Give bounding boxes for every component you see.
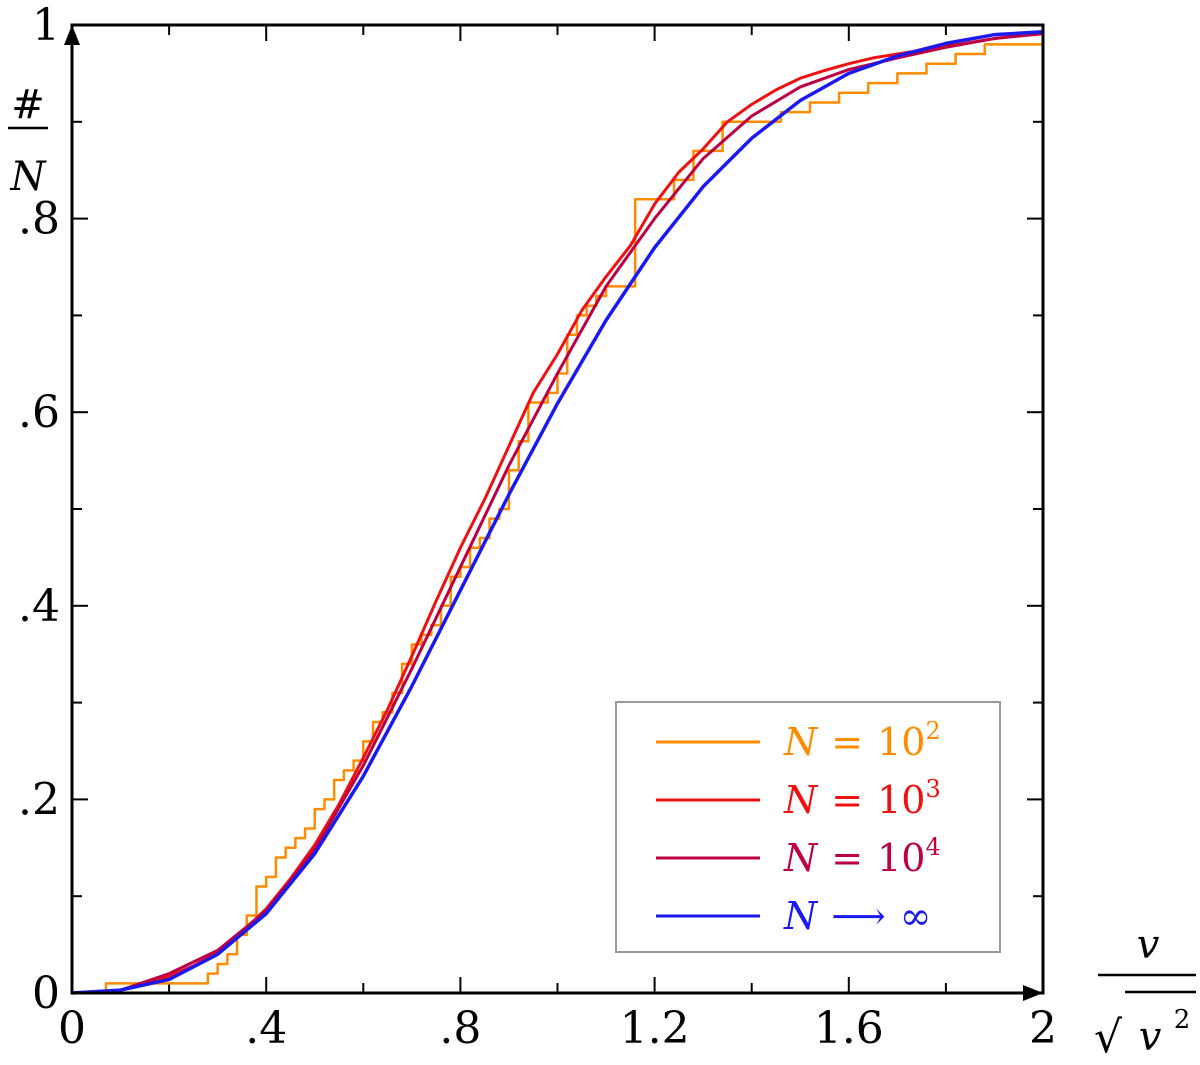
y-axis-label-denominator: N (10, 154, 48, 200)
x-axis-label-numerator: v (1137, 922, 1160, 968)
legend-operator: = (831, 836, 863, 880)
legend-value: 10 (877, 720, 925, 764)
x-tick-label: 1.2 (620, 1003, 690, 1054)
x-tick-label: .8 (439, 1003, 481, 1054)
legend-exponent: 3 (925, 775, 940, 803)
legend-exponent: 4 (925, 833, 940, 861)
legend-entry: N = 102 (656, 717, 941, 764)
y-tick-label: 1 (32, 0, 60, 51)
x-tick-label: 1.6 (814, 1003, 884, 1054)
x-tick-label: 2 (1029, 1003, 1057, 1054)
plot-frame (70, 23, 1045, 995)
series-line (71, 30, 1044, 995)
legend-operator: = (831, 778, 863, 822)
y-tick-label: .2 (18, 774, 60, 825)
legend-label: N = 102 (783, 717, 941, 764)
legend-operator: ⟶ (831, 894, 885, 938)
y-tick-label: .4 (18, 581, 60, 632)
tick-labels-layer: 0 .4 .8 1.2 1.6 2 0 .2 .4 .6 .8 1 (18, 0, 1057, 1054)
y-axis-label-numerator: # (11, 82, 45, 128)
legend-symbol: N (783, 778, 819, 822)
x-tick-label: .4 (245, 1003, 287, 1054)
x-axis-label-denominator-sup: 2 (1174, 1005, 1191, 1035)
y-axis-arrow (64, 25, 80, 45)
y-tick-label: .8 (18, 194, 60, 245)
legend-value: 10 (877, 778, 925, 822)
legend-symbol: N (783, 720, 819, 764)
x-axis-label-radical: √ (1094, 1012, 1123, 1063)
legend-value: ∞ (900, 894, 932, 938)
x-tick-label: 0 (58, 1003, 86, 1054)
legend-operator: = (831, 720, 863, 764)
legend-symbol: N (783, 894, 819, 938)
series-layer (71, 30, 1045, 995)
legend-label: N = 104 (783, 833, 941, 880)
legend-entry: N ⟶ ∞ (656, 894, 931, 938)
y-tick-label: .6 (18, 387, 60, 438)
legend-entry: N = 104 (656, 833, 941, 880)
legend-exponent: 2 (925, 717, 940, 745)
legend-symbol: N (783, 836, 819, 880)
legend-box (615, 701, 1001, 953)
x-axis-label-denominator: v (1139, 1014, 1162, 1060)
x-axis-arrow (1023, 985, 1043, 1001)
axis-arrows (64, 25, 1043, 1001)
legend-label: N = 103 (783, 775, 941, 822)
legend-value: 10 (877, 836, 925, 880)
y-tick-label: 0 (32, 968, 60, 1019)
x-axis-label: v √ v 2 (1094, 922, 1196, 1063)
legend-label: N ⟶ ∞ (783, 894, 931, 938)
legend-entry: N = 103 (656, 775, 941, 822)
y-axis-label: # N (8, 82, 48, 200)
